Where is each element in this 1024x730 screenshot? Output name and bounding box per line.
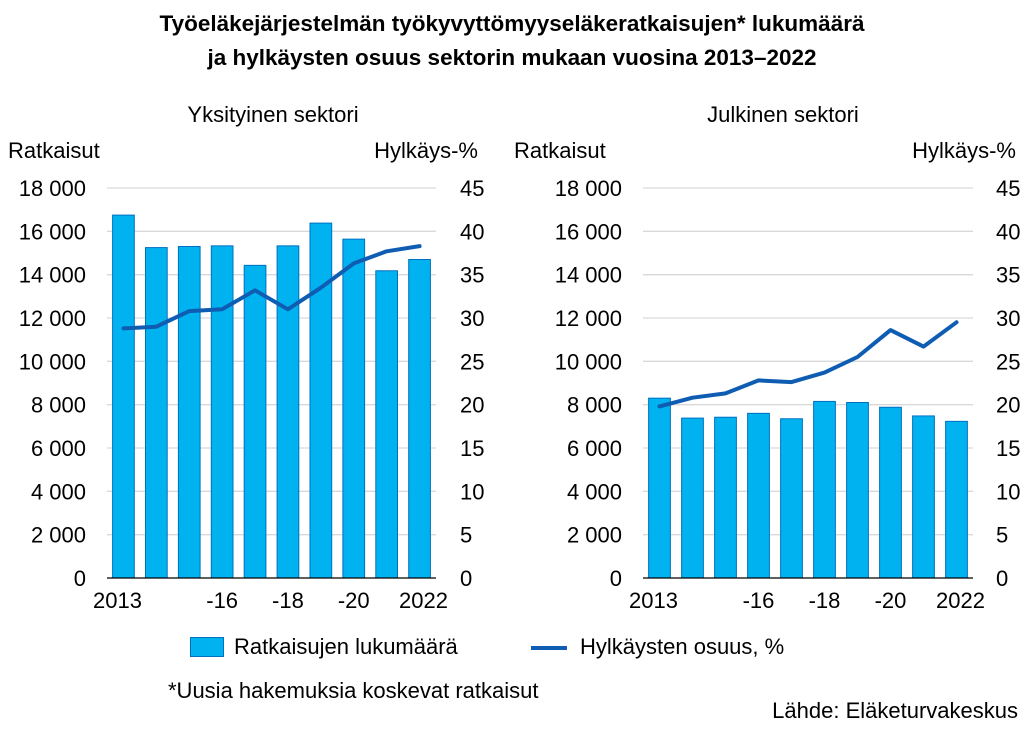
legend-bar-swatch	[190, 637, 224, 657]
panel1-right-tick-label: 20	[460, 393, 484, 418]
panel1-right-tick-label: 5	[460, 523, 472, 548]
panel2-bar	[714, 416, 737, 579]
panel1-bar	[210, 245, 234, 579]
panel1-x-tick-label: 2022	[399, 588, 448, 613]
panel1-bar	[243, 264, 267, 579]
panel1-x-tick-label: -20	[338, 588, 370, 613]
panel1-x-tick-label: -18	[272, 588, 304, 613]
panel2-right-tick-label: 15	[996, 436, 1020, 461]
chart-title-line2: ja hylkäysten osuus sektorin mukaan vuos…	[207, 45, 817, 70]
panel1-bar	[408, 259, 431, 579]
panel1-right-tick-label: 35	[460, 263, 484, 288]
panel2-right-tick-label: 30	[996, 306, 1020, 331]
source-note: Lähde: Eläketurvakeskus	[772, 698, 1018, 723]
panel1-line-series	[121, 244, 422, 331]
panel2-left-tick-label: 0	[610, 566, 622, 591]
panel2-left-tick-label: 6 000	[567, 436, 622, 461]
panel1-left-tick-label: 12 000	[19, 306, 86, 331]
panel1-left-tick-label: 0	[74, 566, 86, 591]
panel2-title: Julkinen sektori	[707, 102, 859, 127]
panel1-bar	[112, 214, 135, 579]
panel1-right-axis-title: Hylkäys-%	[374, 138, 478, 163]
legend-line-label: Hylkäysten osuus, %	[580, 634, 785, 659]
panel2-right-tick-label: 20	[996, 393, 1020, 418]
panel2-x-tick-label: 2022	[936, 588, 985, 613]
panel1-bar	[177, 246, 201, 579]
panel1-x-tick-label: 2013	[93, 588, 142, 613]
panel2-left-axis-title: Ratkaisut	[514, 138, 606, 163]
panel2-right-tick-label: 35	[996, 263, 1020, 288]
panel2-x-tick-label: -18	[809, 588, 841, 613]
panel1-left-tick-label: 18 000	[19, 176, 86, 201]
panel1-right-tick-label: 40	[460, 219, 484, 244]
panel2-left-tick-label: 12 000	[555, 306, 622, 331]
panel1-right-tick-label: 0	[460, 566, 472, 591]
panel2-left-tick-label: 14 000	[555, 263, 622, 288]
panel1-left-axis-title: Ratkaisut	[8, 138, 100, 163]
panel2-left-tick-label: 18 000	[555, 176, 622, 201]
panel2-bar	[681, 417, 704, 579]
panel2-line-series	[657, 320, 959, 409]
panel2-left-tick-label: 4 000	[567, 479, 622, 504]
legend-bar-label: Ratkaisujen lukumäärä	[234, 634, 458, 659]
panel1-bar	[309, 222, 333, 579]
panel1-right-tick-label: 10	[460, 479, 484, 504]
panel1-left-tick-label: 16 000	[19, 219, 86, 244]
panel1-left-tick-label: 14 000	[19, 263, 86, 288]
panel2-left-tick-label: 16 000	[555, 219, 622, 244]
chart-title-line1: Työeläkejärjestelmän työkyvyttömyyseläke…	[159, 11, 865, 36]
panel1-bar	[342, 238, 366, 579]
panel1-left-tick-label: 10 000	[19, 349, 86, 374]
panel2-right-tick-label: 0	[996, 566, 1008, 591]
legend: Ratkaisujen lukumäärä Hylkäysten osuus, …	[0, 628, 1024, 668]
panel1-left-tick-label: 8 000	[31, 393, 86, 418]
legend-line-swatch	[531, 646, 567, 650]
panel1-right-tick-label: 25	[460, 349, 484, 374]
panel2-bar	[846, 402, 869, 579]
panel1-title: Yksityinen sektori	[187, 102, 358, 127]
panel2-bar	[813, 400, 836, 579]
panel2-bar	[780, 418, 803, 579]
panel2-bar	[912, 415, 935, 579]
panel2-bar	[945, 420, 968, 579]
panel1-bar	[375, 270, 399, 579]
panel1-left-tick-label: 2 000	[31, 523, 86, 548]
panel2-right-tick-label: 40	[996, 219, 1020, 244]
panel2-left-tick-label: 2 000	[567, 523, 622, 548]
panel1-bar	[144, 247, 168, 579]
panel1-x-tick-label: -16	[206, 588, 238, 613]
panel1-left-tick-label: 4 000	[31, 479, 86, 504]
panel2-right-tick-label: 5	[996, 523, 1008, 548]
panel2-left-tick-label: 8 000	[567, 393, 622, 418]
panel1-right-tick-label: 30	[460, 306, 484, 331]
panel1-right-tick-label: 45	[460, 176, 484, 201]
footnote: *Uusia hakemuksia koskevat ratkaisut	[168, 678, 539, 703]
panel1-right-tick-label: 15	[460, 436, 484, 461]
panel2-bar	[879, 406, 902, 579]
panel2-right-tick-label: 10	[996, 479, 1020, 504]
panel2-right-axis-title: Hylkäys-%	[912, 138, 1016, 163]
panel2-bar	[747, 412, 770, 579]
panel2-bar	[648, 397, 671, 579]
panel2-right-tick-label: 25	[996, 349, 1020, 374]
panel2-x-tick-label: 2013	[629, 588, 678, 613]
panel2-right-tick-label: 45	[996, 176, 1020, 201]
panel2-x-tick-label: -16	[743, 588, 775, 613]
panel2-left-tick-label: 10 000	[555, 349, 622, 374]
panel1-bar	[276, 245, 300, 579]
panel2-x-tick-label: -20	[875, 588, 907, 613]
panel1-left-tick-label: 6 000	[31, 436, 86, 461]
